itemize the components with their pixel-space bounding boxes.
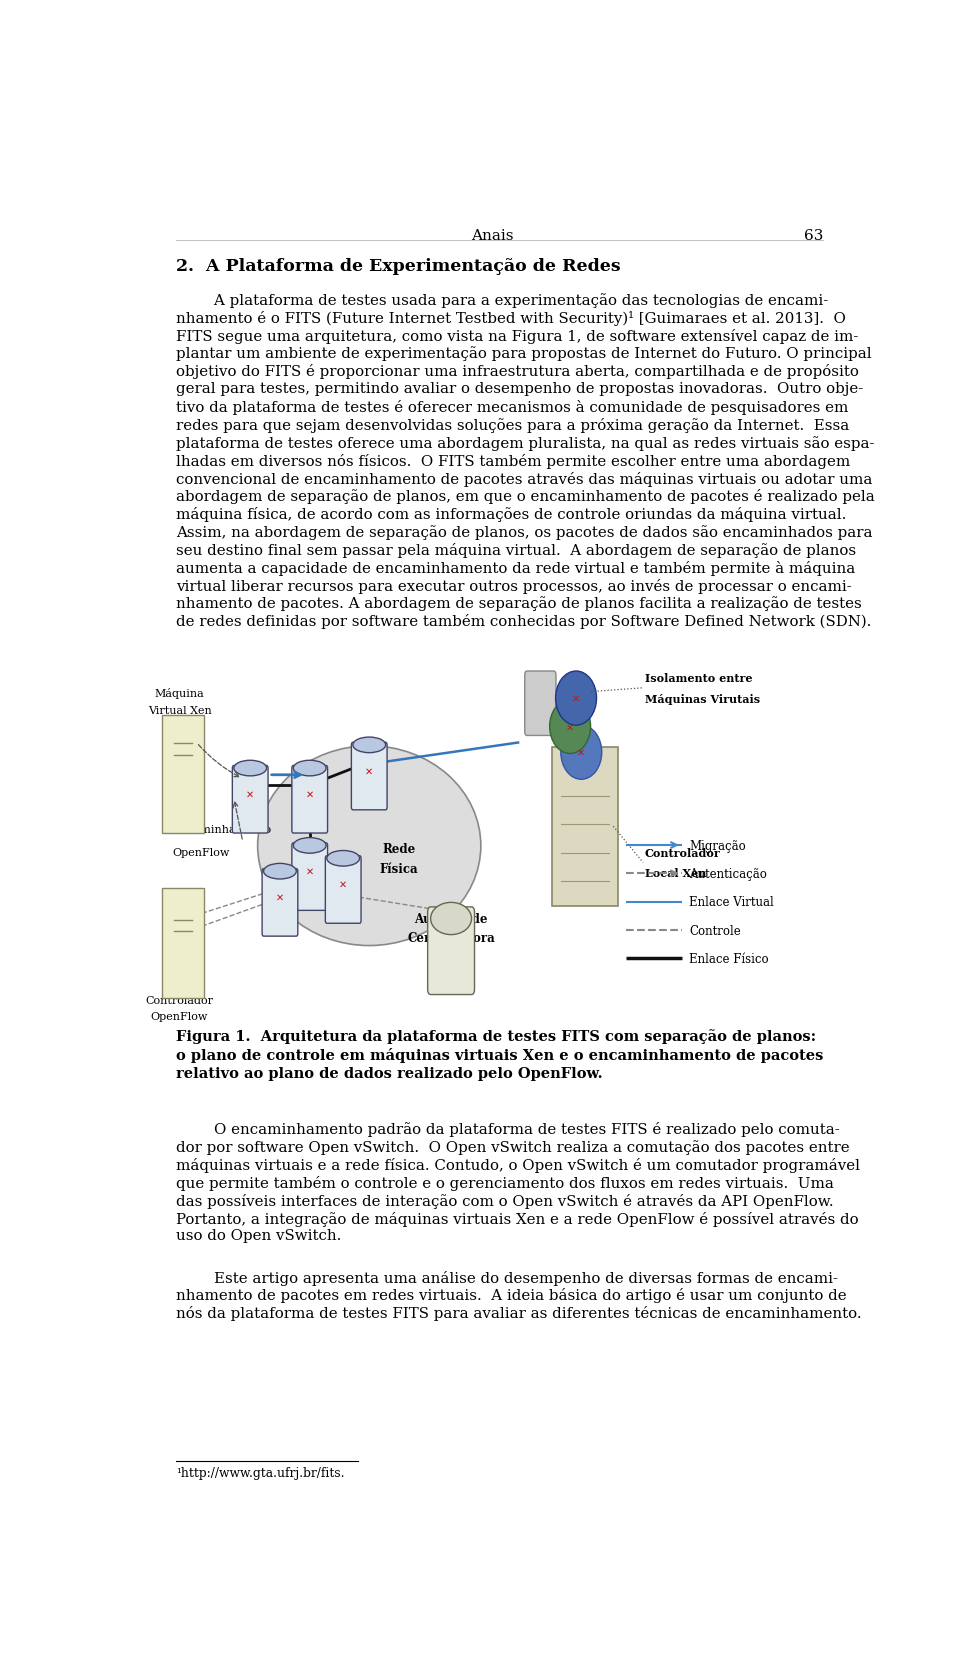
Text: ✕: ✕ xyxy=(339,880,348,890)
Text: A plataforma de testes usada para a experimentação das tecnologias de encami-: A plataforma de testes usada para a expe… xyxy=(176,293,828,308)
Text: ✕: ✕ xyxy=(566,723,574,733)
Text: ✕: ✕ xyxy=(246,790,254,800)
Text: ¹http://www.gta.ufrj.br/fits.: ¹http://www.gta.ufrj.br/fits. xyxy=(176,1467,345,1479)
Text: Controle: Controle xyxy=(689,923,741,937)
FancyBboxPatch shape xyxy=(427,907,474,995)
FancyBboxPatch shape xyxy=(351,743,387,810)
Text: Máquina: Máquina xyxy=(155,688,204,699)
Text: Figura 1.  Arquitetura da plataforma de testes FITS com separação de planos:: Figura 1. Arquitetura da plataforma de t… xyxy=(176,1029,816,1044)
Text: relativo ao plano de dados realizado pelo OpenFlow.: relativo ao plano de dados realizado pel… xyxy=(176,1067,603,1081)
Text: O encaminhamento padrão da plataforma de testes FITS é realizado pelo comuta-: O encaminhamento padrão da plataforma de… xyxy=(176,1121,840,1136)
Text: plantar um ambiente de experimentação para propostas de Internet do Futuro. O pr: plantar um ambiente de experimentação pa… xyxy=(176,346,872,361)
FancyBboxPatch shape xyxy=(262,868,298,937)
Text: Virtual Xen: Virtual Xen xyxy=(148,706,211,716)
Ellipse shape xyxy=(294,761,326,776)
FancyBboxPatch shape xyxy=(162,716,204,833)
Ellipse shape xyxy=(257,746,481,945)
Text: Este artigo apresenta uma análise do desempenho de diversas formas de encami-: Este artigo apresenta uma análise do des… xyxy=(176,1270,838,1285)
Text: redes para que sejam desenvolvidas soluções para a próxima geração da Internet. : redes para que sejam desenvolvidas soluç… xyxy=(176,418,849,433)
Text: Autoridade: Autoridade xyxy=(415,912,488,925)
Text: máquinas virtuais e a rede física. Contudo, o Open vSwitch é um comutador progra: máquinas virtuais e a rede física. Contu… xyxy=(176,1158,860,1173)
Ellipse shape xyxy=(431,903,471,935)
Text: nós da plataforma de testes FITS para avaliar as diferentes técnicas de encaminh: nós da plataforma de testes FITS para av… xyxy=(176,1305,861,1320)
Text: tivo da plataforma de testes é oferecer mecanismos à comunidade de pesquisadores: tivo da plataforma de testes é oferecer … xyxy=(176,400,849,415)
Text: dor por software Open vSwitch.  O Open vSwitch realiza a comutação dos pacotes e: dor por software Open vSwitch. O Open vS… xyxy=(176,1139,850,1154)
Text: OpenFlow: OpenFlow xyxy=(151,1012,208,1022)
Text: Máquinas Virutais: Máquinas Virutais xyxy=(644,693,759,704)
Text: Portanto, a integração de máquinas virtuais Xen e a rede OpenFlow é possível atr: Portanto, a integração de máquinas virtu… xyxy=(176,1211,858,1226)
Text: Controlador: Controlador xyxy=(146,995,213,1005)
Text: ✕: ✕ xyxy=(572,694,580,704)
Text: Local Xen: Local Xen xyxy=(644,868,706,878)
Text: 63: 63 xyxy=(804,229,823,243)
Text: o plano de controle em máquinas virtuais Xen e o encaminhamento de pacotes: o plano de controle em máquinas virtuais… xyxy=(176,1047,823,1062)
Text: Encaminhamento: Encaminhamento xyxy=(172,825,272,835)
Text: Controlador: Controlador xyxy=(644,847,720,858)
Text: Física: Física xyxy=(380,863,419,877)
Text: ✕: ✕ xyxy=(577,748,586,758)
Ellipse shape xyxy=(561,726,602,780)
Text: que permite também o controle e o gerenciamento dos fluxos em redes virtuais.  U: que permite também o controle e o gerenc… xyxy=(176,1174,833,1190)
FancyBboxPatch shape xyxy=(232,766,268,833)
FancyBboxPatch shape xyxy=(292,766,327,833)
Text: geral para testes, permitindo avaliar o desempenho de propostas inovadoras.  Out: geral para testes, permitindo avaliar o … xyxy=(176,381,863,397)
Text: Enlace Físico: Enlace Físico xyxy=(689,952,769,965)
Text: Enlace Virtual: Enlace Virtual xyxy=(689,895,774,908)
Text: uso do Open vSwitch.: uso do Open vSwitch. xyxy=(176,1228,341,1243)
Text: aumenta a capacidade de encaminhamento da rede virtual e também permite à máquin: aumenta a capacidade de encaminhamento d… xyxy=(176,560,855,576)
Text: FITS segue uma arquitetura, como vista na Figura 1, de software extensível capaz: FITS segue uma arquitetura, como vista n… xyxy=(176,328,858,343)
Text: Rede: Rede xyxy=(382,842,416,855)
Text: seu destino final sem passar pela máquina virtual.  A abordagem de separação de : seu destino final sem passar pela máquin… xyxy=(176,542,856,557)
Text: Anais: Anais xyxy=(470,229,514,243)
Text: plataforma de testes oferece uma abordagem pluralista, na qual as redes virtuais: plataforma de testes oferece uma abordag… xyxy=(176,435,875,450)
Ellipse shape xyxy=(264,863,297,880)
Text: máquina física, de acordo com as informações de controle oriundas da máquina vir: máquina física, de acordo com as informa… xyxy=(176,507,846,522)
Text: ✕: ✕ xyxy=(365,766,373,776)
FancyBboxPatch shape xyxy=(162,888,204,999)
FancyBboxPatch shape xyxy=(552,748,617,907)
Ellipse shape xyxy=(326,852,360,867)
Text: Certificadora: Certificadora xyxy=(407,932,495,945)
Ellipse shape xyxy=(234,761,267,776)
Text: 2.  A Plataforma de Experimentação de Redes: 2. A Plataforma de Experimentação de Red… xyxy=(176,258,620,274)
Ellipse shape xyxy=(550,699,590,755)
FancyBboxPatch shape xyxy=(525,671,556,736)
Text: Assim, na abordagem de separação de planos, os pacotes de dados são encaminhados: Assim, na abordagem de separação de plan… xyxy=(176,525,873,540)
Text: ✕: ✕ xyxy=(305,867,314,877)
FancyBboxPatch shape xyxy=(325,857,361,923)
Text: ✕: ✕ xyxy=(276,892,284,902)
Text: convencional de encaminhamento de pacotes através das máquinas virtuais ou adota: convencional de encaminhamento de pacote… xyxy=(176,472,873,487)
Text: objetivo do FITS é proporcionar uma infraestrutura aberta, compartilhada e de pr: objetivo do FITS é proporcionar uma infr… xyxy=(176,365,858,380)
Text: de redes definidas por software também conhecidas por Software Defined Network (: de redes definidas por software também c… xyxy=(176,614,871,629)
Text: das possíveis interfaces de interação com o Open vSwitch é através da API OpenFl: das possíveis interfaces de interação co… xyxy=(176,1193,833,1208)
Text: Autenticação: Autenticação xyxy=(689,867,767,880)
Text: abordagem de separação de planos, em que o encaminhamento de pacotes é realizado: abordagem de separação de planos, em que… xyxy=(176,489,875,504)
Text: nhamento de pacotes em redes virtuais.  A ideia básica do artigo é usar um conju: nhamento de pacotes em redes virtuais. A… xyxy=(176,1288,847,1303)
Text: lhadas em diversos nós físicos.  O FITS também permite escolher entre uma aborda: lhadas em diversos nós físicos. O FITS t… xyxy=(176,453,850,468)
Text: Isolamento entre: Isolamento entre xyxy=(644,673,752,684)
Text: ✕: ✕ xyxy=(305,790,314,800)
Ellipse shape xyxy=(353,738,386,753)
Text: nhamento é o FITS (Future Internet Testbed with Security)¹ [Guimaraes et al. 201: nhamento é o FITS (Future Internet Testb… xyxy=(176,311,846,326)
Ellipse shape xyxy=(294,838,326,853)
Ellipse shape xyxy=(556,671,596,726)
Text: Migração: Migração xyxy=(689,840,746,852)
Text: OpenFlow: OpenFlow xyxy=(172,848,229,858)
Text: virtual liberar recursos para executar outros processos, ao invés de processar o: virtual liberar recursos para executar o… xyxy=(176,579,852,594)
Text: nhamento de pacotes. A abordagem de separação de planos facilita a realização de: nhamento de pacotes. A abordagem de sepa… xyxy=(176,596,861,611)
FancyBboxPatch shape xyxy=(292,843,327,910)
